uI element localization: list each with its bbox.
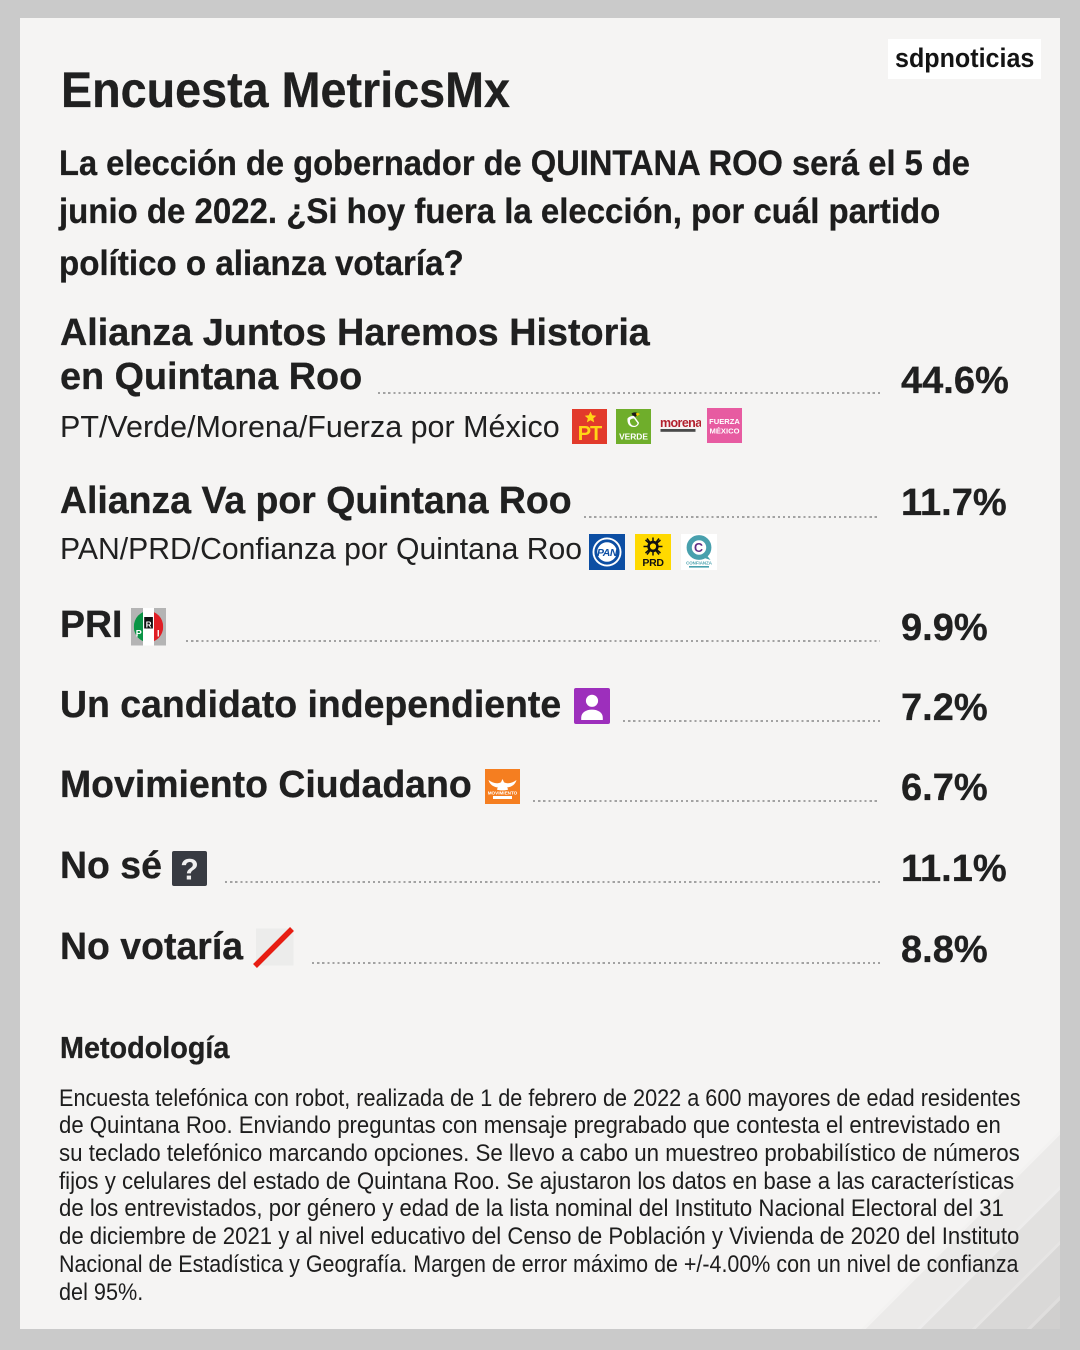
svg-text:PAN: PAN: [597, 546, 618, 558]
svg-text:morena: morena: [660, 416, 701, 430]
svg-text:?: ?: [180, 854, 198, 887]
svg-text:MOVIMIENTO: MOVIMIENTO: [488, 791, 518, 796]
svg-text:I: I: [157, 628, 160, 638]
svg-text:C: C: [694, 541, 703, 555]
svg-text:R: R: [146, 620, 152, 629]
svg-text:PRD: PRD: [642, 557, 664, 569]
svg-text:VERDE: VERDE: [619, 432, 648, 442]
svg-text:PT: PT: [578, 423, 602, 444]
svg-text:MÉXICO: MÉXICO: [710, 427, 740, 436]
svg-text:FUERZA: FUERZA: [709, 417, 740, 426]
svg-text:P: P: [136, 628, 142, 638]
svg-text:CONFIANZA: CONFIANZA: [686, 560, 713, 565]
